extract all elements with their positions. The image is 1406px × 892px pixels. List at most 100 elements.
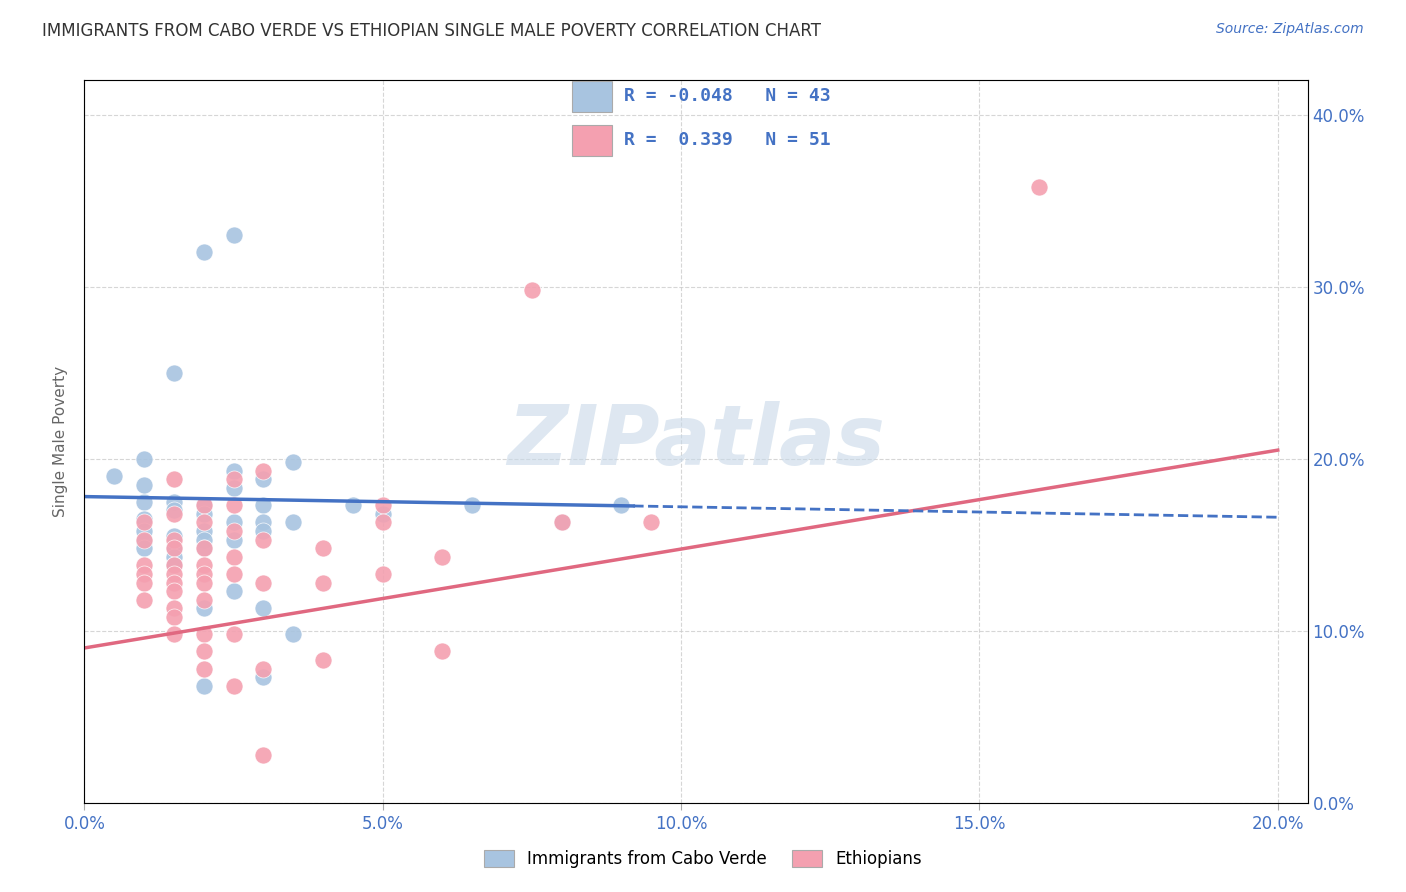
Point — [312, 541, 335, 556]
Text: R =  0.339   N = 51: R = 0.339 N = 51 — [624, 131, 831, 149]
Point — [132, 592, 155, 607]
Point — [551, 516, 574, 530]
Point — [132, 575, 155, 590]
Point — [193, 541, 215, 556]
Point — [103, 469, 125, 483]
Point — [132, 558, 155, 573]
Point — [163, 567, 186, 582]
Point — [312, 653, 335, 667]
Point — [252, 524, 274, 538]
Point — [222, 516, 245, 530]
Point — [252, 464, 274, 478]
Point — [252, 533, 274, 547]
Point — [132, 512, 155, 526]
Point — [163, 575, 186, 590]
Point — [222, 498, 245, 512]
Point — [163, 541, 186, 556]
Point — [193, 498, 215, 512]
Point — [252, 601, 274, 615]
Text: R = -0.048   N = 43: R = -0.048 N = 43 — [624, 87, 831, 105]
Point — [283, 516, 305, 530]
Point — [283, 627, 305, 641]
Point — [132, 477, 155, 491]
Point — [163, 529, 186, 543]
Point — [193, 533, 215, 547]
Point — [193, 541, 215, 556]
Point — [132, 534, 155, 549]
Point — [640, 516, 662, 530]
Point — [163, 601, 186, 615]
Point — [132, 494, 155, 508]
Point — [163, 507, 186, 521]
Point — [252, 472, 274, 486]
Point — [163, 533, 186, 547]
Point — [252, 498, 274, 512]
Point — [193, 245, 215, 260]
Point — [132, 567, 155, 582]
FancyBboxPatch shape — [572, 125, 612, 156]
Point — [371, 567, 394, 582]
Point — [222, 464, 245, 478]
Point — [461, 498, 484, 512]
Point — [610, 498, 633, 512]
Point — [163, 494, 186, 508]
Text: ZIPatlas: ZIPatlas — [508, 401, 884, 482]
Point — [252, 662, 274, 676]
Point — [132, 524, 155, 538]
Point — [163, 610, 186, 624]
Point — [193, 558, 215, 573]
Point — [163, 472, 186, 486]
Point — [312, 575, 335, 590]
Point — [193, 498, 215, 512]
Point — [520, 283, 543, 297]
Point — [222, 679, 245, 693]
Point — [222, 627, 245, 641]
Point — [193, 662, 215, 676]
Point — [432, 549, 454, 564]
Point — [193, 601, 215, 615]
Point — [132, 533, 155, 547]
Point — [371, 498, 394, 512]
Point — [222, 472, 245, 486]
Legend: Immigrants from Cabo Verde, Ethiopians: Immigrants from Cabo Verde, Ethiopians — [477, 843, 929, 875]
Point — [252, 575, 274, 590]
Point — [163, 549, 186, 564]
Point — [163, 558, 186, 573]
Point — [193, 592, 215, 607]
Point — [222, 481, 245, 495]
Point — [163, 366, 186, 380]
Y-axis label: Single Male Poverty: Single Male Poverty — [53, 366, 69, 517]
Point — [551, 516, 574, 530]
Point — [222, 533, 245, 547]
Point — [193, 507, 215, 521]
Point — [222, 549, 245, 564]
Point — [371, 507, 394, 521]
Point — [432, 644, 454, 658]
Point — [193, 524, 215, 538]
Point — [163, 627, 186, 641]
Point — [163, 558, 186, 573]
Point — [132, 516, 155, 530]
Point — [193, 679, 215, 693]
Point — [193, 575, 215, 590]
Point — [1028, 180, 1050, 194]
Point — [163, 584, 186, 599]
Point — [163, 541, 186, 556]
Point — [163, 503, 186, 517]
Point — [252, 747, 274, 762]
Point — [371, 516, 394, 530]
Point — [342, 498, 364, 512]
Point — [193, 644, 215, 658]
Point — [222, 524, 245, 538]
Point — [193, 627, 215, 641]
Text: IMMIGRANTS FROM CABO VERDE VS ETHIOPIAN SINGLE MALE POVERTY CORRELATION CHART: IMMIGRANTS FROM CABO VERDE VS ETHIOPIAN … — [42, 22, 821, 40]
Text: Source: ZipAtlas.com: Source: ZipAtlas.com — [1216, 22, 1364, 37]
Point — [252, 670, 274, 684]
Point — [222, 228, 245, 243]
FancyBboxPatch shape — [572, 81, 612, 112]
Point — [252, 516, 274, 530]
Point — [193, 516, 215, 530]
Point — [283, 455, 305, 469]
Point — [222, 567, 245, 582]
Point — [193, 567, 215, 582]
